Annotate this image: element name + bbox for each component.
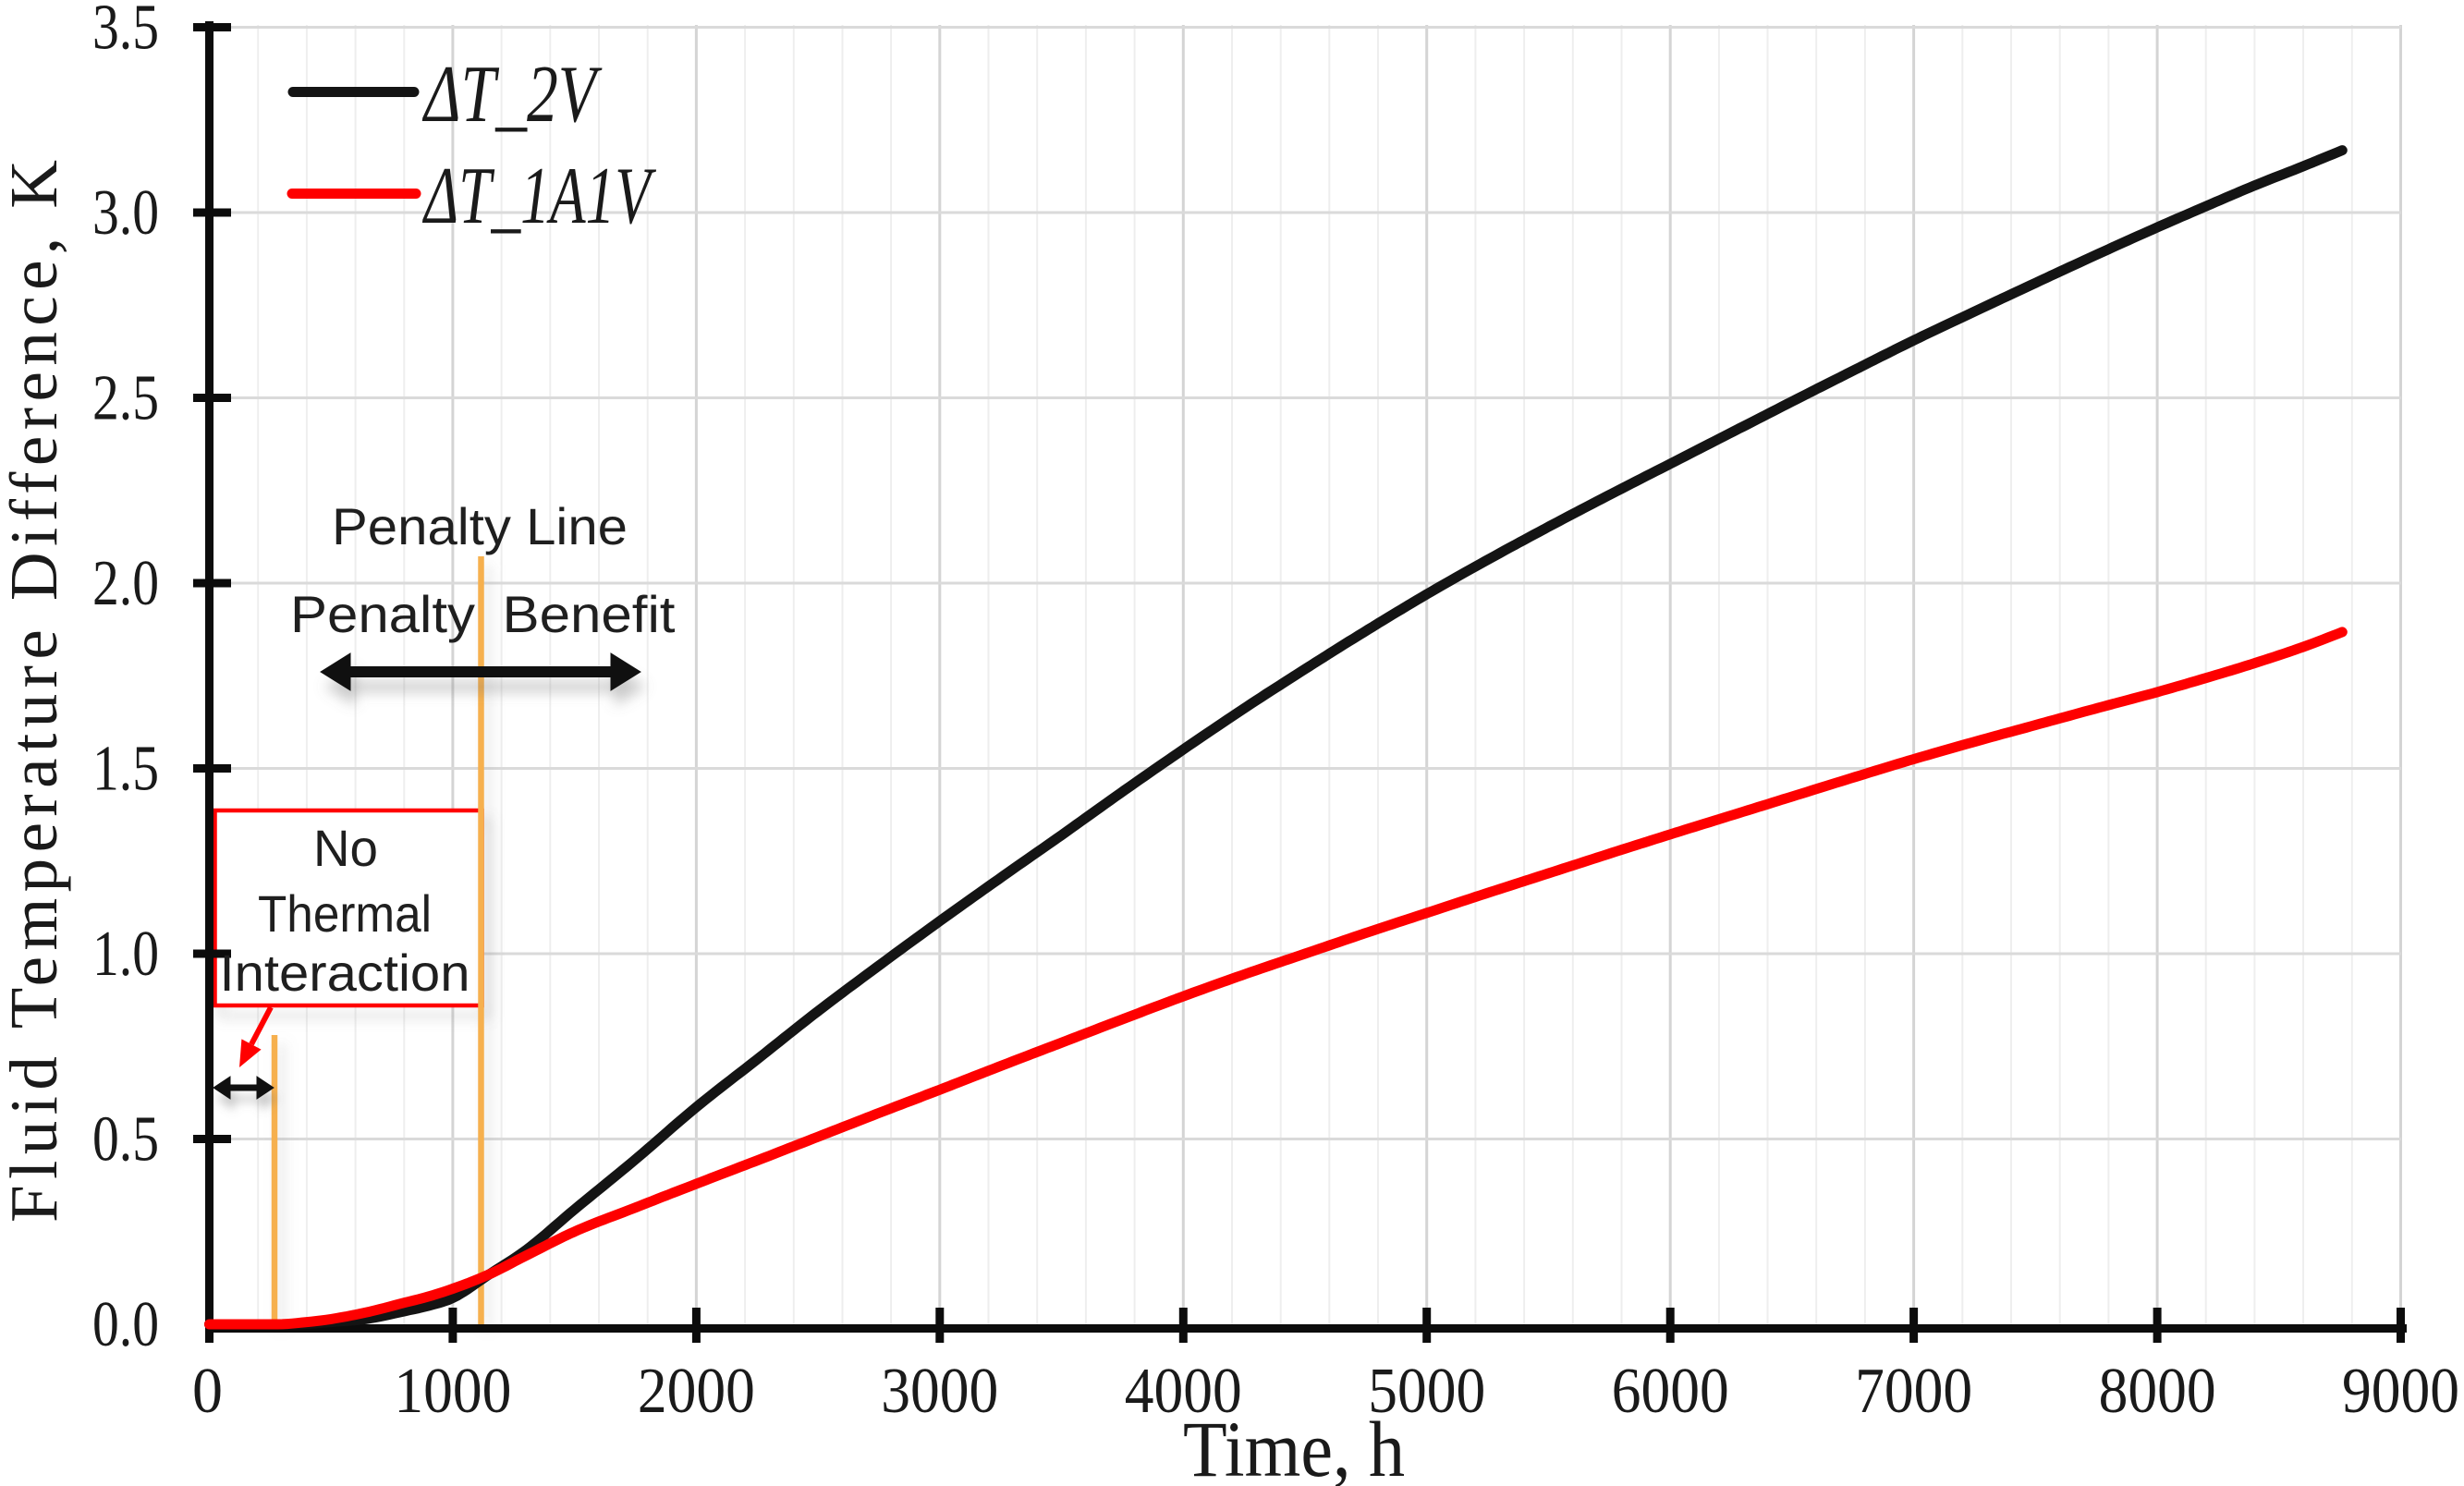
svg-text:1.0: 1.0 [92, 919, 159, 990]
svg-text:0: 0 [192, 1356, 223, 1427]
svg-text:ΔT_1A1V: ΔT_1A1V [422, 152, 657, 241]
svg-text:6000: 6000 [1612, 1356, 1729, 1427]
svg-text:2.0: 2.0 [92, 548, 159, 619]
svg-text:3.0: 3.0 [92, 177, 159, 249]
svg-text:7000: 7000 [1855, 1356, 1972, 1427]
svg-text:9000: 9000 [2342, 1356, 2459, 1427]
svg-text:2.5: 2.5 [92, 363, 159, 434]
svg-text:3.5: 3.5 [92, 0, 159, 64]
svg-text:1.5: 1.5 [92, 734, 159, 805]
svg-text:0.0: 0.0 [92, 1289, 159, 1360]
svg-text:4000: 4000 [1125, 1356, 1242, 1427]
svg-text:8000: 8000 [2099, 1356, 2216, 1427]
svg-text:Time, h: Time, h [1183, 1405, 1405, 1486]
svg-text:Benefit: Benefit [503, 585, 676, 643]
svg-text:2000: 2000 [638, 1356, 755, 1427]
svg-text:Penalty: Penalty [290, 585, 475, 643]
svg-text:Interaction: Interaction [220, 944, 470, 1002]
svg-text:3000: 3000 [881, 1356, 998, 1427]
svg-text:No: No [313, 819, 378, 877]
svg-text:Penalty Line: Penalty Line [332, 497, 628, 555]
svg-text:ΔT_2V: ΔT_2V [422, 50, 603, 140]
svg-text:0.5: 0.5 [92, 1104, 159, 1175]
svg-text:5000: 5000 [1368, 1356, 1485, 1427]
svg-text:1000: 1000 [394, 1356, 511, 1427]
svg-text:Thermal: Thermal [258, 884, 432, 943]
